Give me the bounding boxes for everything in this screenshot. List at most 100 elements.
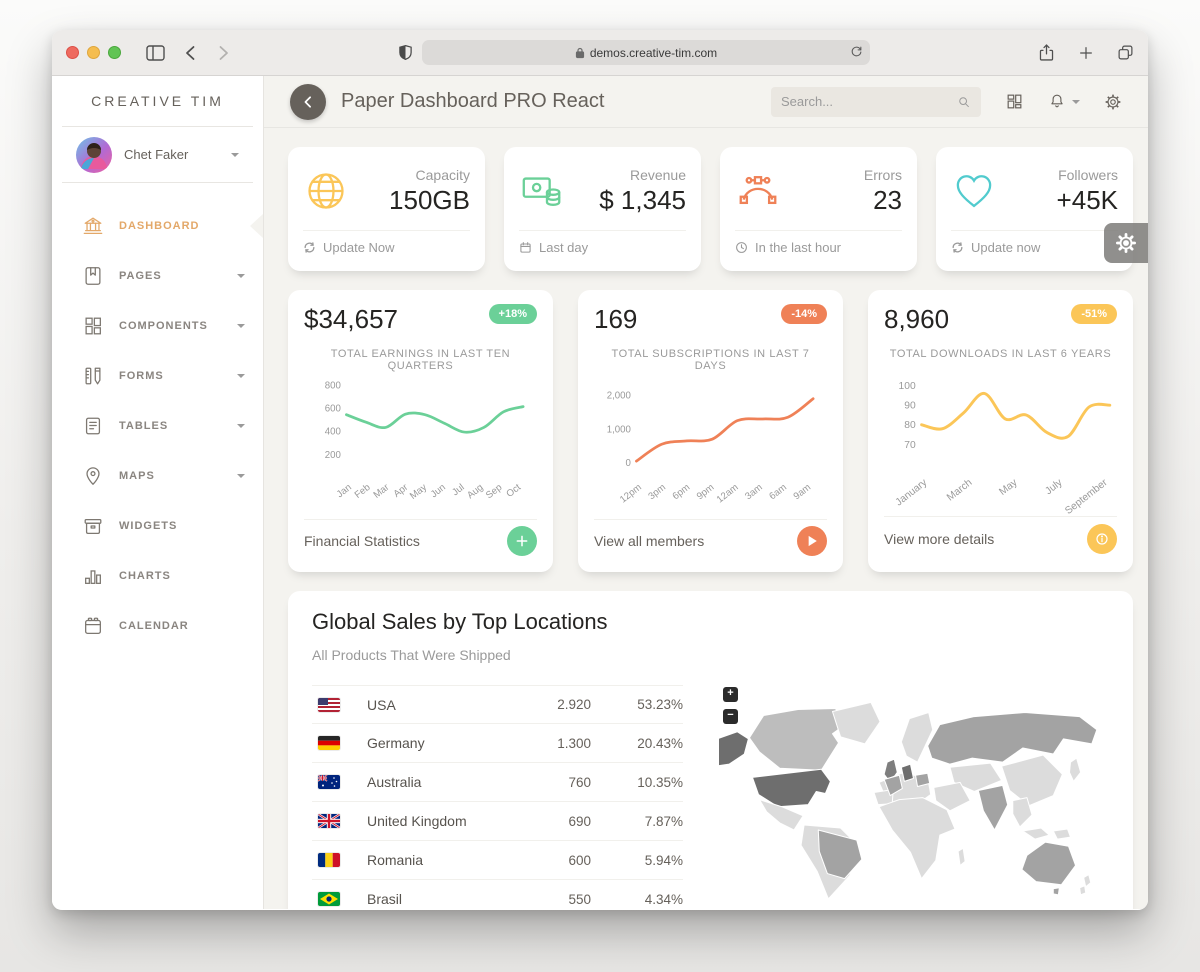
url-text: demos.creative-tim.com <box>589 45 718 60</box>
settings-panel-button[interactable] <box>1104 223 1148 263</box>
svg-text:6am: 6am <box>767 482 789 502</box>
chart-card-caption: TOTAL EARNINGS IN LAST TEN QUARTERS <box>330 348 511 372</box>
forward-icon[interactable] <box>216 45 231 61</box>
map-usa <box>751 768 831 808</box>
new-tab-icon[interactable] <box>1078 43 1094 62</box>
table-row: Romania 600 5.94% <box>312 841 683 880</box>
stat-footer[interactable]: Update Now <box>303 231 470 263</box>
stat-card-errors: Errors 23 In the last hour <box>720 147 917 271</box>
sidebar-item-tables[interactable]: TABLES <box>52 401 263 451</box>
svg-text:Jul: Jul <box>450 482 467 498</box>
country-name: United Kingdom <box>367 813 467 829</box>
sidebar-item-charts[interactable]: CHARTS <box>52 551 263 601</box>
map-japan <box>1068 757 1082 782</box>
notifications-bell-icon[interactable] <box>1048 92 1080 111</box>
trend-badge: -14% <box>781 304 827 324</box>
address-bar[interactable]: demos.creative-tim.com <box>422 40 870 65</box>
stat-card-followers: Followers +45K Update now <box>936 147 1133 271</box>
flag-brazil-icon <box>318 892 340 906</box>
chevron-down-icon <box>237 474 245 478</box>
stat-label: Revenue <box>629 167 686 183</box>
view-members-button[interactable] <box>797 525 827 556</box>
flag-uk-icon <box>318 814 340 828</box>
svg-text:Jun: Jun <box>429 482 448 500</box>
global-sales-subtitle: All Products That Were Shipped <box>312 647 511 663</box>
sidebar-item-calendar[interactable]: CALENDAR <box>52 601 263 651</box>
sidebar-item-label: PAGES <box>119 270 162 282</box>
privacy-shield-icon[interactable] <box>398 44 413 61</box>
map-madagascar <box>957 847 966 866</box>
country-value: 600 <box>568 852 591 868</box>
sidebar-item-maps[interactable]: MAPS <box>52 451 263 501</box>
stat-value: 23 <box>873 185 902 215</box>
svg-text:September: September <box>1063 477 1110 516</box>
map-greenland <box>831 701 881 745</box>
svg-text:Sep: Sep <box>484 482 504 501</box>
svg-text:January: January <box>894 477 930 509</box>
map-new-zealand <box>1079 874 1092 896</box>
map-zoom-out-button[interactable]: − <box>723 709 738 724</box>
svg-text:6pm: 6pm <box>671 482 693 502</box>
sidebar-item-dashboard[interactable]: DASHBOARD <box>52 201 263 251</box>
country-percent: 53.23% <box>637 697 683 712</box>
world-map: + − <box>683 681 1109 909</box>
zoom-window-button[interactable] <box>108 46 121 59</box>
stat-value: +45K <box>1056 185 1118 215</box>
country-value: 1.300 <box>557 735 591 751</box>
layout-grid-icon[interactable] <box>1005 92 1024 111</box>
svg-text:12am: 12am <box>715 482 741 506</box>
chart-card-earnings: $34,657 +18% TOTAL EARNINGS IN LAST TEN … <box>288 290 553 572</box>
country-name: Australia <box>367 774 422 790</box>
brand-logo[interactable]: CREATIVE TIM <box>62 76 253 127</box>
add-button[interactable] <box>507 525 537 556</box>
gear-icon[interactable] <box>1104 93 1122 111</box>
more-details-button[interactable] <box>1087 524 1117 555</box>
forms-icon <box>82 365 104 387</box>
table-row: USA 2.920 53.23% <box>312 685 683 724</box>
play-icon <box>808 535 817 546</box>
svg-text:Oct: Oct <box>505 482 524 500</box>
close-window-button[interactable] <box>66 46 79 59</box>
sidebar-item-label: MAPS <box>119 470 155 482</box>
sidebar-item-widgets[interactable]: WIDGETS <box>52 501 263 551</box>
map-tasmania <box>1052 887 1060 896</box>
clock-icon <box>735 241 748 254</box>
stat-footer[interactable]: Last day <box>519 231 686 263</box>
map-romania <box>915 772 931 787</box>
chart-card-caption: TOTAL SUBSCRIPTIONS IN LAST 7 DAYS <box>611 348 810 372</box>
sidebar-item-pages[interactable]: PAGES <box>52 251 263 301</box>
sales-table: USA 2.920 53.23% Germany 1.300 20.43% <box>312 685 683 909</box>
tab-overview-icon[interactable] <box>1117 43 1134 62</box>
stat-footer[interactable]: Update now <box>951 231 1118 263</box>
sidebar-item-components[interactable]: COMPONENTS <box>52 301 263 351</box>
map-india <box>977 784 1009 831</box>
user-menu[interactable]: Chet Faker <box>62 127 253 183</box>
map-alaska <box>719 731 749 767</box>
widgets-icon <box>82 515 104 537</box>
map-zoom-in-button[interactable]: + <box>723 687 738 702</box>
flag-australia-icon <box>318 775 340 789</box>
stat-footer-label: Update Now <box>323 239 395 255</box>
stat-footer[interactable]: In the last hour <box>735 231 902 263</box>
flag-romania-icon <box>318 853 340 867</box>
svg-text:3am: 3am <box>743 482 765 502</box>
sidebar-item-label: WIDGETS <box>119 520 178 532</box>
world-map-svg[interactable] <box>719 681 1109 899</box>
search-box[interactable] <box>771 86 981 117</box>
reload-icon[interactable] <box>850 45 863 61</box>
back-icon[interactable] <box>183 45 198 61</box>
sidebar-item-forms[interactable]: FORMS <box>52 351 263 401</box>
map-canada <box>748 707 845 771</box>
minimize-sidebar-button[interactable] <box>290 83 326 120</box>
sidebar-nav: DASHBOARD PAGES COMPONENTS <box>52 183 263 651</box>
info-icon <box>1096 533 1108 546</box>
trend-badge: -51% <box>1071 304 1117 324</box>
sidebar-item-label: FORMS <box>119 370 164 382</box>
share-icon[interactable] <box>1038 43 1055 62</box>
sidebar-toggle-icon[interactable] <box>146 44 165 61</box>
book-icon <box>82 265 104 287</box>
country-name: Germany <box>367 735 425 751</box>
minimize-window-button[interactable] <box>87 46 100 59</box>
search-input[interactable] <box>781 94 957 109</box>
